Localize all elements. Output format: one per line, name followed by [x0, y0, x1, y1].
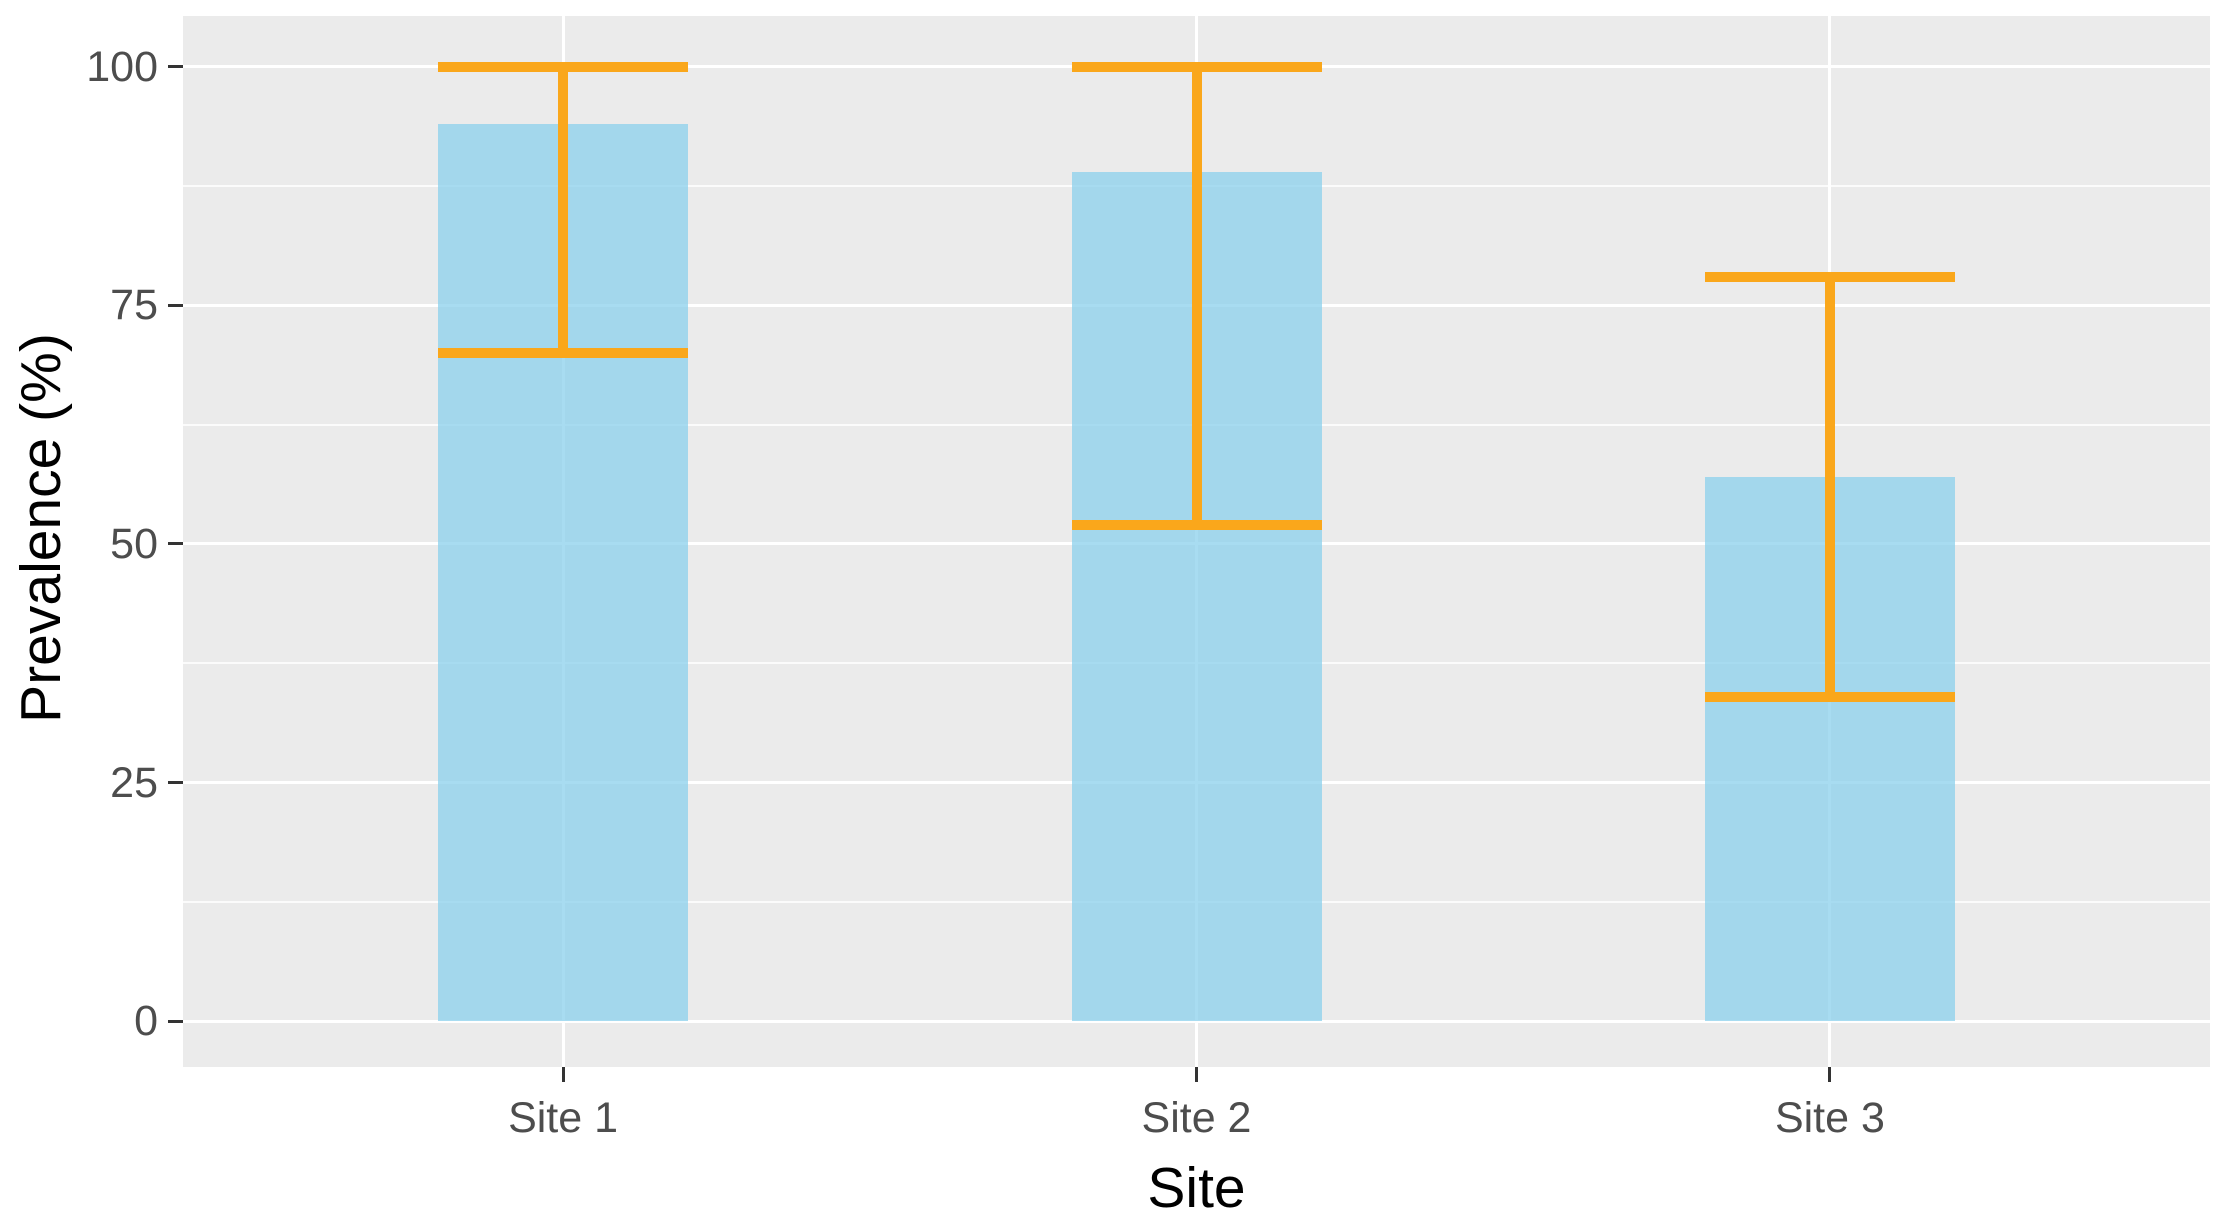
- error-bar-line: [1191, 66, 1202, 525]
- x-tick-label: Site 3: [1774, 1094, 1885, 1142]
- x-tick-mark: [1828, 1067, 1832, 1082]
- x-tick-mark: [1195, 1067, 1198, 1082]
- error-bar-cap-upper: [438, 61, 689, 72]
- y-tick-mark: [168, 542, 183, 546]
- y-tick-mark: [168, 65, 183, 68]
- y-tick-mark: [168, 781, 183, 785]
- error-bar-line: [1824, 276, 1835, 697]
- y-axis-title: Prevalence (%): [9, 332, 73, 723]
- y-tick-label: 50: [110, 519, 158, 568]
- x-axis-title: Site: [1147, 1156, 1246, 1220]
- plot-panel: [183, 16, 2210, 1067]
- x-tick-mark: [561, 1067, 565, 1082]
- error-bar-cap-lower: [1071, 519, 1322, 530]
- error-bar-cap-lower: [1704, 691, 1955, 702]
- y-tick-mark: [168, 303, 183, 307]
- error-bar-cap-upper: [1071, 61, 1322, 72]
- y-tick-label: 100: [86, 42, 158, 91]
- x-tick-label: Site 2: [1141, 1094, 1252, 1142]
- error-bar-cap-lower: [438, 347, 689, 358]
- y-tick-label: 25: [110, 758, 158, 807]
- error-bar-line: [558, 66, 569, 353]
- y-tick-label: 0: [134, 997, 158, 1046]
- x-tick-label: Site 1: [508, 1094, 619, 1142]
- y-tick-label: 75: [110, 281, 158, 330]
- y-tick-mark: [168, 1019, 183, 1023]
- error-bar-cap-upper: [1704, 271, 1955, 282]
